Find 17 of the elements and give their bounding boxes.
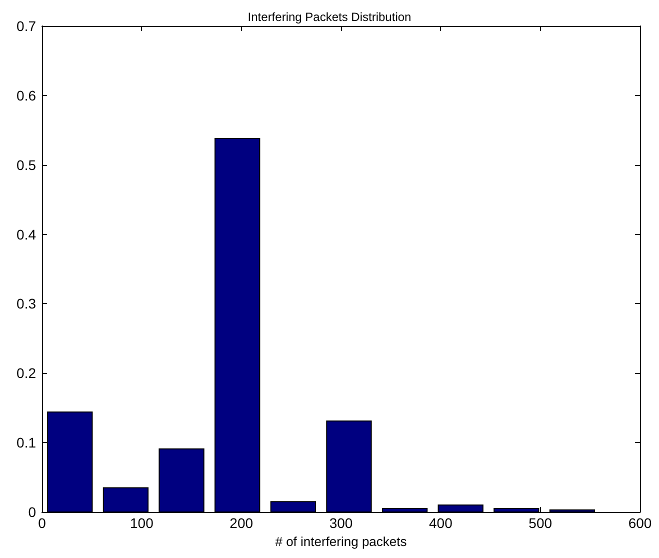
y-tick-label: 0 — [28, 504, 36, 520]
x-tick-label: 300 — [329, 515, 353, 531]
chart-title: Interfering Packets Distribution — [248, 10, 412, 24]
y-tick-label: 0.1 — [16, 434, 36, 451]
x-tick-label: 400 — [428, 515, 453, 531]
y-tick-label: 0.5 — [16, 156, 36, 173]
x-tick-label: 0 — [38, 515, 46, 531]
y-tick-label: 0.7 — [16, 18, 36, 34]
y-tick-label: 0.6 — [16, 87, 36, 104]
x-tick-label: 500 — [528, 515, 552, 531]
x-tick-label: 600 — [628, 515, 652, 531]
x-axis-title: # of interfering packets — [275, 534, 408, 549]
x-tick-label: 100 — [130, 515, 154, 531]
x-tick-label: 200 — [230, 515, 254, 531]
y-tick-label: 0.4 — [16, 226, 36, 242]
y-tick-label: 0.3 — [16, 296, 36, 312]
y-tick-label: 0.2 — [16, 365, 36, 382]
